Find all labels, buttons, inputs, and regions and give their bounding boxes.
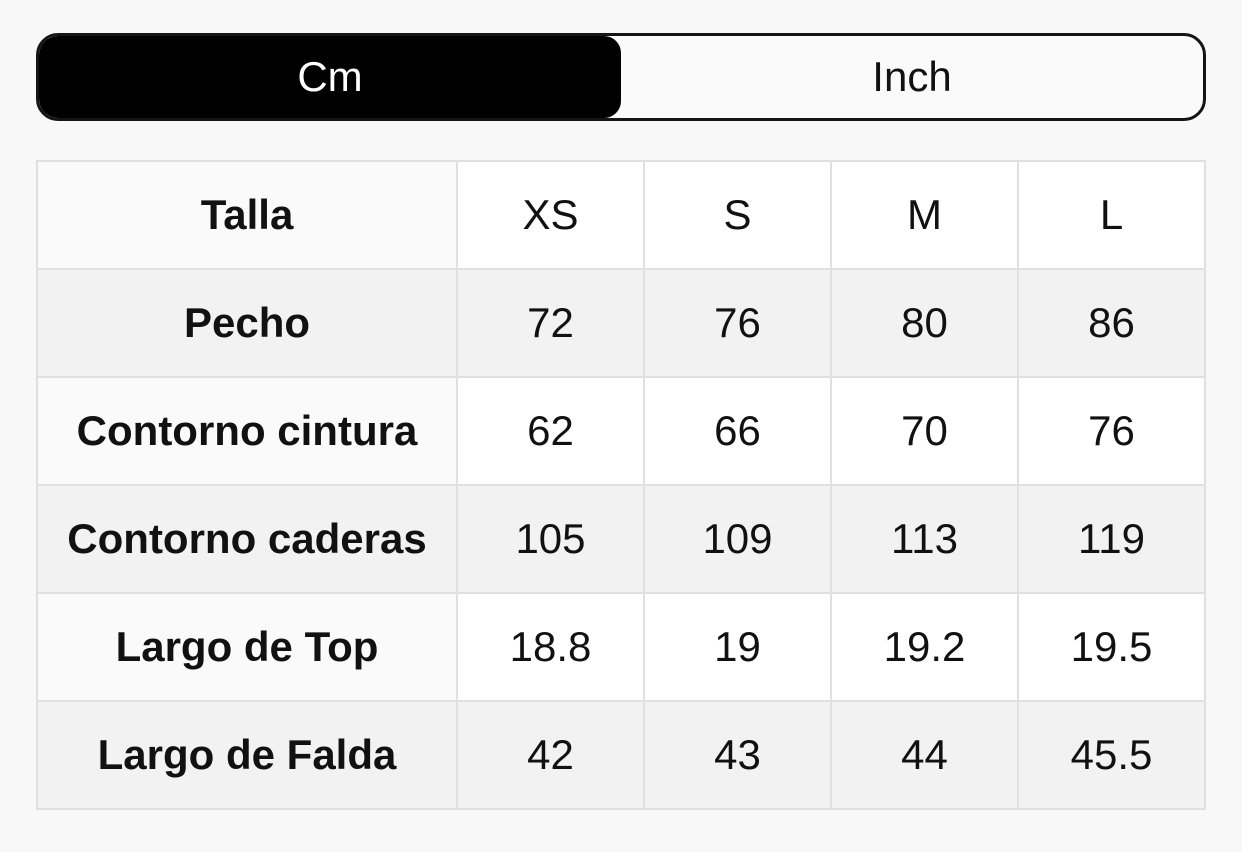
table-row-pecho: Pecho 72 76 80 86: [36, 268, 1206, 378]
size-value-cell: 86: [1017, 268, 1206, 378]
size-value-cell: 113: [830, 484, 1019, 594]
toggle-option-cm[interactable]: Cm: [39, 36, 621, 118]
size-value-cell: 19.2: [830, 592, 1019, 702]
table-row-contorno-caderas: Contorno caderas 105 109 113 119: [36, 484, 1206, 594]
size-value-cell: 44: [830, 700, 1019, 810]
size-value-cell: 45.5: [1017, 700, 1206, 810]
size-value-cell: 119: [1017, 484, 1206, 594]
table-row-largo-de-top: Largo de Top 18.8 19 19.2 19.5: [36, 592, 1206, 702]
row-label: Largo de Falda: [36, 700, 458, 810]
size-value-cell: 109: [643, 484, 832, 594]
size-value-cell: 62: [456, 376, 645, 486]
size-chart-table: Talla XS S M L Pecho 72 76 80 86 Contorn…: [36, 160, 1206, 810]
header-cell-size-s: S: [643, 160, 832, 270]
size-value-cell: 76: [1017, 376, 1206, 486]
table-row-contorno-cintura: Contorno cintura 62 66 70 76: [36, 376, 1206, 486]
size-value-cell: 66: [643, 376, 832, 486]
header-cell-size-l: L: [1017, 160, 1206, 270]
row-label: Contorno cintura: [36, 376, 458, 486]
row-label: Pecho: [36, 268, 458, 378]
header-cell-size-xs: XS: [456, 160, 645, 270]
size-value-cell: 70: [830, 376, 1019, 486]
toggle-option-inch[interactable]: Inch: [872, 53, 952, 100]
size-value-cell: 42: [456, 700, 645, 810]
unit-toggle: Cm Inch: [36, 33, 1206, 121]
header-cell-size-m: M: [830, 160, 1019, 270]
size-value-cell: 19.5: [1017, 592, 1206, 702]
row-label: Contorno caderas: [36, 484, 458, 594]
table-row-largo-de-falda: Largo de Falda 42 43 44 45.5: [36, 700, 1206, 810]
size-value-cell: 80: [830, 268, 1019, 378]
size-chart-header-row: Talla XS S M L: [36, 160, 1206, 270]
size-value-cell: 43: [643, 700, 832, 810]
size-value-cell: 72: [456, 268, 645, 378]
size-value-cell: 76: [643, 268, 832, 378]
header-cell-talla: Talla: [36, 160, 458, 270]
size-value-cell: 19: [643, 592, 832, 702]
row-label: Largo de Top: [36, 592, 458, 702]
size-value-cell: 105: [456, 484, 645, 594]
size-value-cell: 18.8: [456, 592, 645, 702]
